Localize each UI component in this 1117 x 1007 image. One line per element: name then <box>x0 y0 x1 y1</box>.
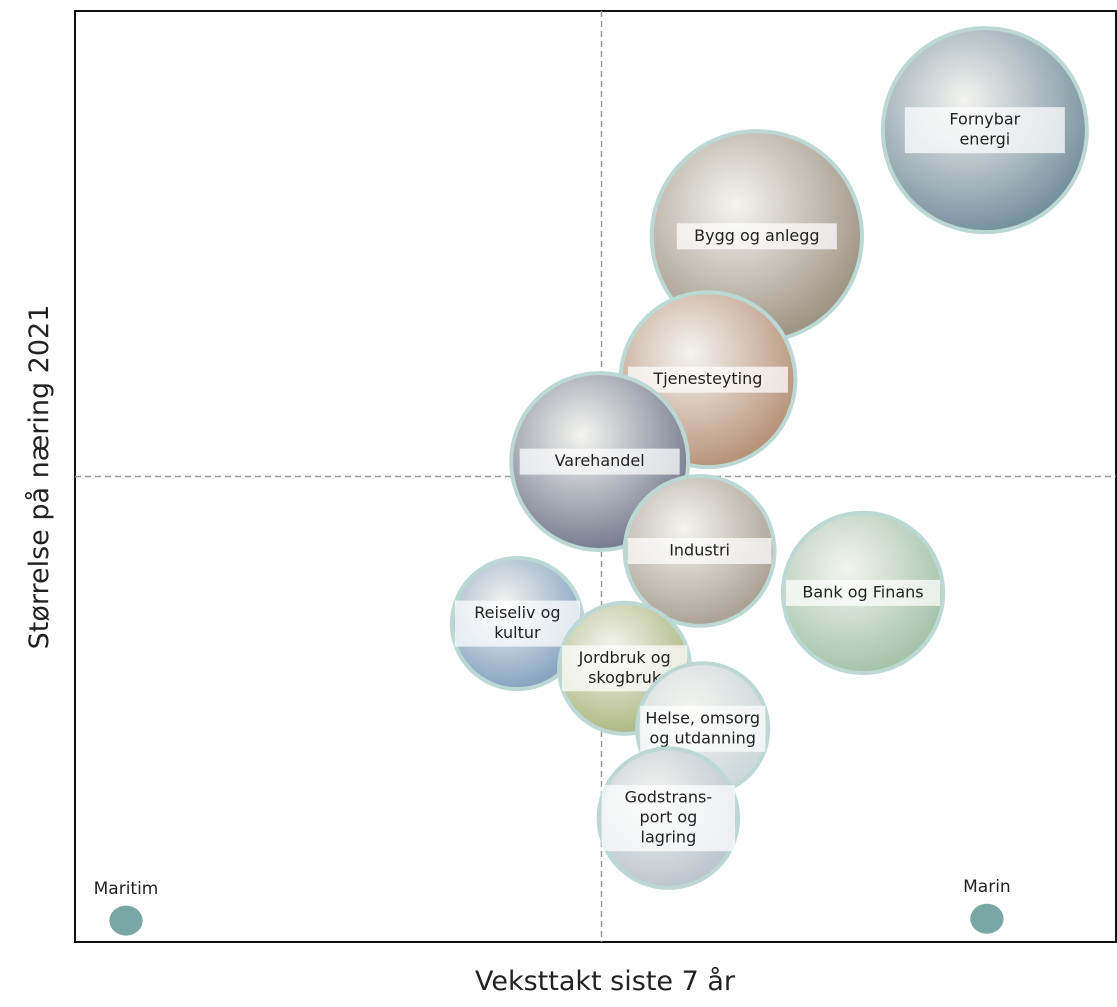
label-band <box>627 537 772 564</box>
label-band <box>627 366 788 393</box>
label-band <box>904 107 1065 154</box>
bubble-label: Bank og Finans <box>802 582 923 601</box>
bubble-label: Maritim <box>94 879 159 899</box>
bubble-label: energi <box>959 130 1010 149</box>
bubble <box>109 905 143 936</box>
bubble-label: Reiseliv og <box>474 603 560 622</box>
label-band <box>454 600 581 647</box>
bubble-label: skogbruk <box>588 668 662 687</box>
bubble-group: Industri <box>622 474 777 628</box>
label-band <box>601 785 736 852</box>
bubble-label: lagring <box>641 828 697 847</box>
label-band <box>785 579 941 606</box>
bubble-label: kultur <box>494 623 541 642</box>
bubble-label: Jordbruk og <box>578 648 671 667</box>
bubble-label: Industri <box>669 540 730 559</box>
label-band <box>640 705 766 752</box>
bubble-label: Varehandel <box>555 451 645 470</box>
label-band <box>676 223 837 250</box>
bubble-group: Bygg og anlegg <box>649 129 864 344</box>
bubble-label: Tjenesteyting <box>652 369 762 388</box>
bubble-label: Godstrans- <box>625 788 713 807</box>
bubble <box>970 903 1004 934</box>
y-axis-title: Størrelse på næring 2021 <box>24 305 55 650</box>
bubble-label: Bygg og anlegg <box>694 226 819 245</box>
bubble-group: Bank og Finans <box>780 510 946 676</box>
bubble-label: Helse, omsorg <box>645 708 760 727</box>
x-axis-title: Veksttakt siste 7 år <box>475 966 736 997</box>
bubble-group: Maritim <box>94 879 159 936</box>
bubble-label: Fornybar <box>949 110 1020 129</box>
label-band <box>519 448 680 475</box>
bubble-label: port og <box>639 808 697 827</box>
bubble-label: og utdanning <box>650 728 756 747</box>
bubble-group: Marin <box>963 877 1011 934</box>
bubble-label: Marin <box>963 877 1011 897</box>
